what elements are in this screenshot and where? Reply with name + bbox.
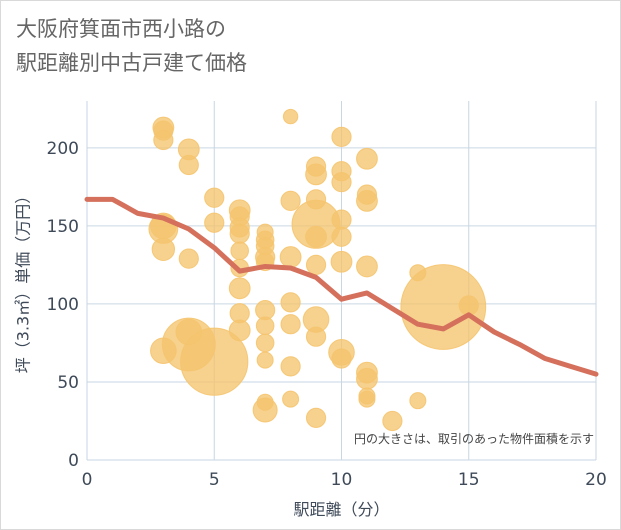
data-point <box>331 226 352 247</box>
data-point <box>180 327 249 396</box>
data-point <box>409 392 427 410</box>
size-note: 円の大きさは、取引のあった物件面積を示す <box>354 431 594 446</box>
chart-title-line-1: 大阪府箕面市西小路の <box>16 17 226 41</box>
data-point <box>331 209 352 230</box>
y-tick-label: 200 <box>47 139 79 159</box>
y-tick-label: 150 <box>47 217 79 237</box>
data-point <box>358 390 376 408</box>
x-tick-label: 0 <box>82 470 93 490</box>
y-tick-label: 100 <box>47 295 79 315</box>
data-point <box>458 295 479 316</box>
x-tick-label: 15 <box>458 470 480 490</box>
data-point <box>356 147 378 170</box>
data-point <box>331 348 352 369</box>
data-point <box>228 277 251 300</box>
x-tick-label: 20 <box>585 470 607 490</box>
x-axis-label: 駅距離（分） <box>293 500 389 519</box>
data-point <box>356 189 378 212</box>
data-point <box>305 225 327 248</box>
data-point <box>356 255 378 278</box>
data-point <box>330 250 353 273</box>
x-tick-label: 10 <box>331 470 353 490</box>
data-point <box>204 187 225 208</box>
data-point <box>305 407 327 428</box>
data-point <box>400 264 487 350</box>
data-point <box>279 246 302 268</box>
data-point <box>305 326 327 347</box>
y-tick-label: 0 <box>68 451 79 471</box>
data-point <box>280 314 301 335</box>
data-point <box>331 172 352 193</box>
data-point <box>331 126 352 147</box>
data-point <box>305 254 327 275</box>
data-point <box>228 319 251 342</box>
data-point <box>252 397 278 423</box>
chart-title: 大阪府箕面市西小路の 駅距離別中古戸建て価格 <box>16 12 247 80</box>
trend-line <box>84 196 599 377</box>
data-point <box>256 351 274 369</box>
y-axis-label: 坪（3.3㎡）単価（万円） <box>14 188 33 373</box>
data-point <box>178 154 199 176</box>
data-point <box>229 223 250 244</box>
chart-title-line-2: 駅距離別中古戸建て価格 <box>16 51 247 75</box>
trend-line-layer <box>84 196 599 377</box>
data-point <box>151 237 176 261</box>
data-point <box>382 410 403 432</box>
data-point <box>305 163 327 186</box>
data-point <box>280 292 301 313</box>
data-point <box>255 333 275 353</box>
data-point <box>230 241 249 261</box>
data-point <box>178 248 199 269</box>
data-point <box>282 390 300 408</box>
x-tick-label: 5 <box>209 470 220 490</box>
data-point <box>280 356 301 377</box>
data-point <box>356 367 378 390</box>
data-point <box>280 190 301 211</box>
data-point <box>255 316 275 336</box>
y-tick-label: 50 <box>57 373 79 393</box>
data-point <box>282 108 299 125</box>
data-point <box>153 129 174 151</box>
bubble-layer <box>148 108 487 432</box>
data-point <box>204 212 225 233</box>
